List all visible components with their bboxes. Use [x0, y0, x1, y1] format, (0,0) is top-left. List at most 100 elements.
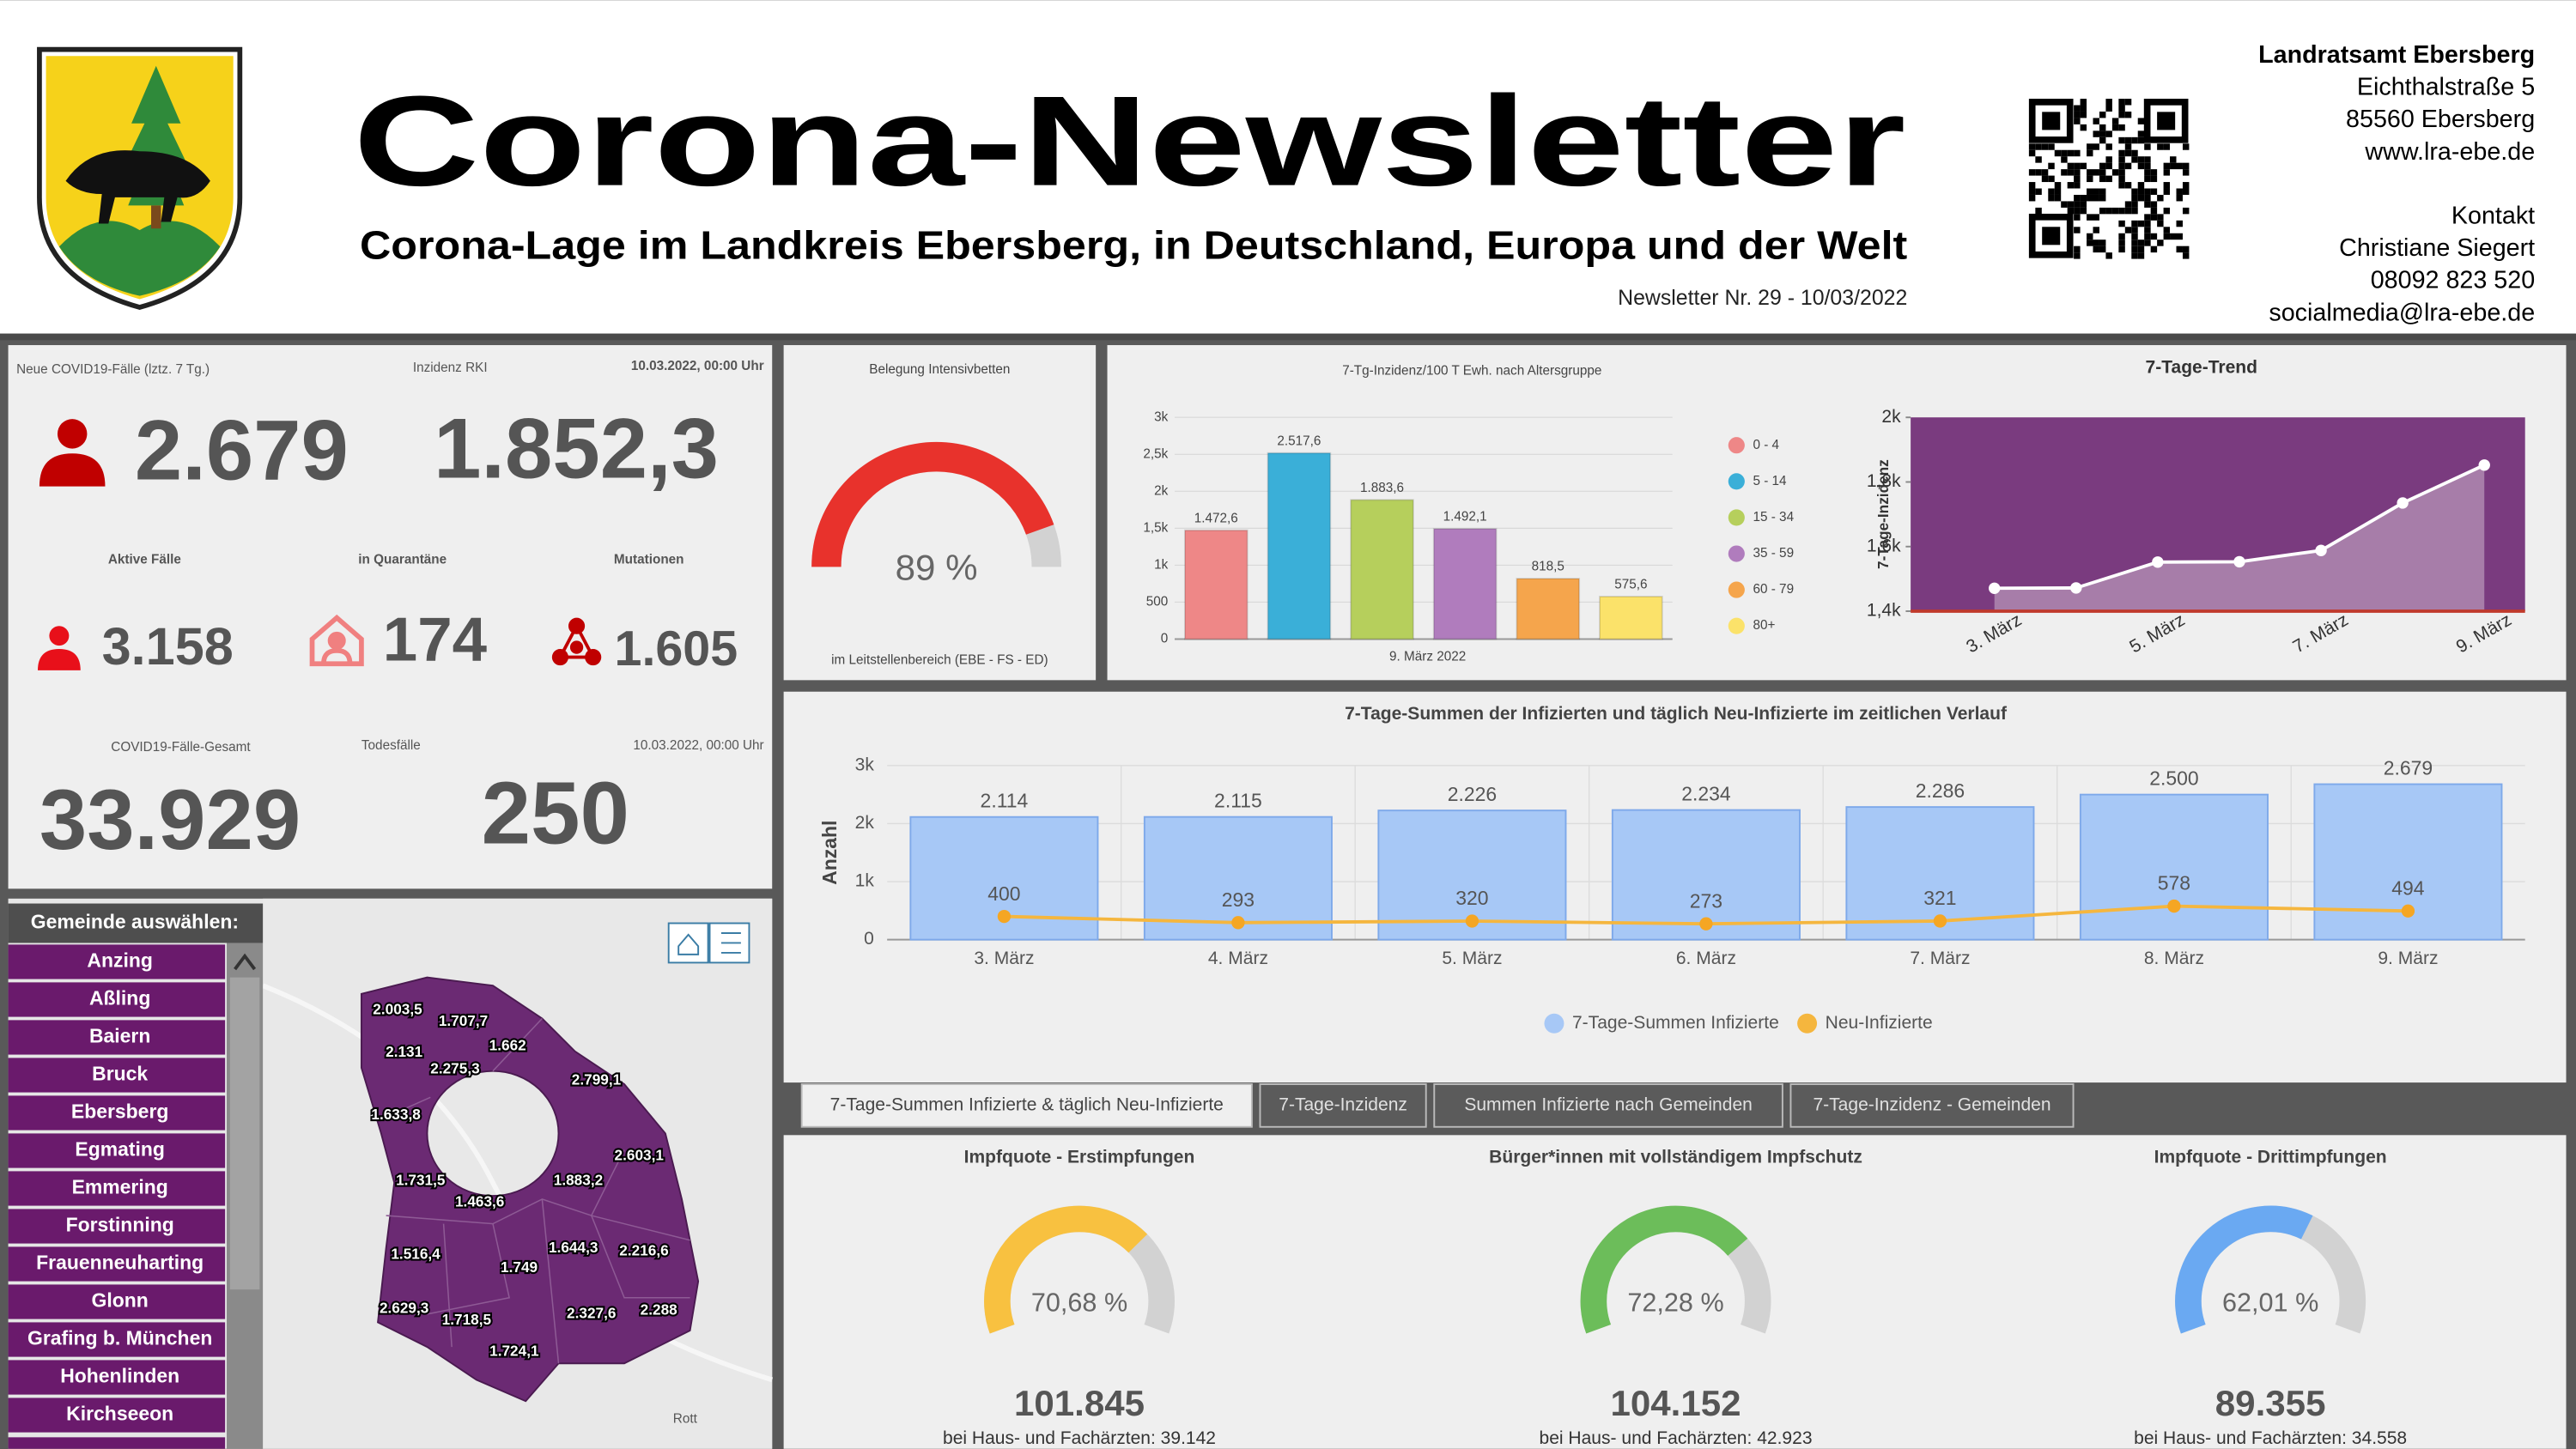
- y-tick-label: 0: [1161, 632, 1169, 646]
- qr-finder-dot: [2042, 227, 2061, 246]
- qr-cell: [2137, 194, 2145, 202]
- selector-item[interactable]: [8, 1284, 226, 1319]
- place-label: Rott: [673, 1411, 698, 1426]
- panel-title: Belegung Intensivbetten: [869, 362, 1010, 377]
- qr-cell: [2118, 182, 2125, 189]
- gauge-label: 89 %: [896, 547, 978, 587]
- bar: [2079, 793, 2269, 941]
- qr-cell: [2131, 149, 2138, 157]
- qr-cell: [2131, 252, 2138, 259]
- y-tick-label: 2k: [855, 813, 875, 833]
- qr-cell: [2170, 233, 2177, 240]
- qr-cell: [2048, 143, 2055, 150]
- tab[interactable]: [1259, 1083, 1427, 1128]
- tab[interactable]: [1433, 1083, 1783, 1128]
- selector-item[interactable]: [8, 1171, 226, 1206]
- qr-cell: [2124, 99, 2132, 106]
- selector-item[interactable]: [8, 1209, 226, 1244]
- legend-label: Neu-Infizierte: [1826, 1013, 1933, 1033]
- map-buttons[interactable]: [667, 922, 750, 964]
- qr-cell: [2099, 130, 2106, 137]
- qr-cell: [2170, 162, 2177, 170]
- qr-cell: [2118, 169, 2125, 176]
- cases-panel: [8, 345, 773, 889]
- qr-cell: [2124, 143, 2132, 150]
- selector-item[interactable]: [8, 944, 226, 979]
- qr-cell: [2163, 143, 2171, 150]
- gauge-label: 72,28 %: [1627, 1288, 1723, 1317]
- qr-cell: [2035, 143, 2042, 150]
- qr-cell: [2041, 143, 2049, 150]
- selector-item[interactable]: [8, 982, 226, 1017]
- qr-cell: [2041, 169, 2049, 176]
- selector-item[interactable]: [8, 1360, 226, 1395]
- map-label: 2.131: [386, 1043, 422, 1060]
- qr-cell: [2131, 233, 2138, 240]
- gauge-label: 70,68 %: [1031, 1288, 1127, 1317]
- selector-item[interactable]: [8, 1322, 226, 1357]
- selector-item[interactable]: [8, 1020, 226, 1055]
- home-icon: [677, 933, 700, 955]
- point: [997, 909, 1012, 924]
- qr-cell: [2118, 124, 2125, 131]
- point: [2233, 555, 2245, 568]
- qr-cell: [2150, 201, 2158, 208]
- legend-dot: [1728, 545, 1745, 562]
- legend-dot: [1728, 473, 1745, 490]
- tab-label: 7-Tage-Inzidenz: [1279, 1094, 1407, 1114]
- person-icon-small: [38, 626, 81, 670]
- qr-cell: [2144, 214, 2151, 221]
- tab[interactable]: [1789, 1083, 2075, 1128]
- qr-cell: [2131, 246, 2138, 253]
- qr-cell: [2111, 118, 2119, 124]
- selector-item[interactable]: [8, 1246, 226, 1282]
- selector-item[interactable]: [8, 1397, 226, 1433]
- selector-item[interactable]: [8, 1058, 226, 1093]
- legend-label: 0 - 4: [1753, 438, 1779, 452]
- qr-cell: [2105, 252, 2112, 259]
- qr-cell: [2093, 194, 2099, 202]
- selector-item[interactable]: [8, 1133, 226, 1168]
- qr-cell: [2182, 207, 2190, 215]
- map-label: 1.724,1: [489, 1342, 539, 1359]
- qr-cell: [2176, 233, 2183, 240]
- contact-line: socialmedia@lra-ebe.de: [2269, 299, 2535, 326]
- qr-cell: [2093, 118, 2099, 124]
- sub: bei Haus- und Fachärzten: 39.142: [943, 1428, 1216, 1448]
- qr-cell: [2157, 239, 2164, 246]
- address-line: Landratsamt Ebersberg: [2258, 41, 2535, 69]
- scroll-thumb[interactable]: [229, 977, 260, 1290]
- y-tick-label: 1k: [1154, 557, 1169, 572]
- qr-finder: [2028, 99, 2074, 143]
- qr-cell: [2093, 143, 2099, 150]
- qr-finder-dot: [2157, 112, 2176, 130]
- chart-title: 7-Tg-Inzidenz/100 T Ewh. nach Altersgrup…: [1342, 364, 1601, 379]
- map-label: 1.718,5: [442, 1311, 492, 1328]
- point: [1699, 917, 1713, 931]
- selector-item[interactable]: [8, 1095, 226, 1131]
- bar: [1267, 452, 1332, 640]
- qr-cell: [2099, 246, 2106, 253]
- legend-dot: [1544, 1013, 1564, 1034]
- qr-cell: [2041, 175, 2049, 183]
- qr-cell: [2067, 207, 2075, 215]
- qr-cell: [2105, 105, 2112, 112]
- tab[interactable]: [800, 1083, 1253, 1128]
- selector-item[interactable]: [8, 1437, 226, 1449]
- x-tick-label: 9. März: [2378, 949, 2438, 968]
- qr-cell: [2074, 162, 2081, 170]
- house-icon: [309, 614, 364, 667]
- map-label: 2.288: [641, 1301, 677, 1319]
- value-label: 320: [1455, 887, 1488, 909]
- home-button[interactable]: [667, 922, 709, 964]
- qr-cell: [2074, 246, 2081, 253]
- x-axis-label: 9. März 2022: [1389, 650, 1466, 664]
- qr-cell: [2157, 194, 2164, 202]
- scroll-up[interactable]: [234, 953, 257, 971]
- qr-cell: [2028, 194, 2036, 202]
- selector-item-label: Hohenlinden: [60, 1365, 179, 1387]
- kpi-label: Aktive Fälle: [108, 553, 181, 567]
- qr-cell: [2163, 207, 2171, 215]
- qr-cell: [2163, 188, 2171, 195]
